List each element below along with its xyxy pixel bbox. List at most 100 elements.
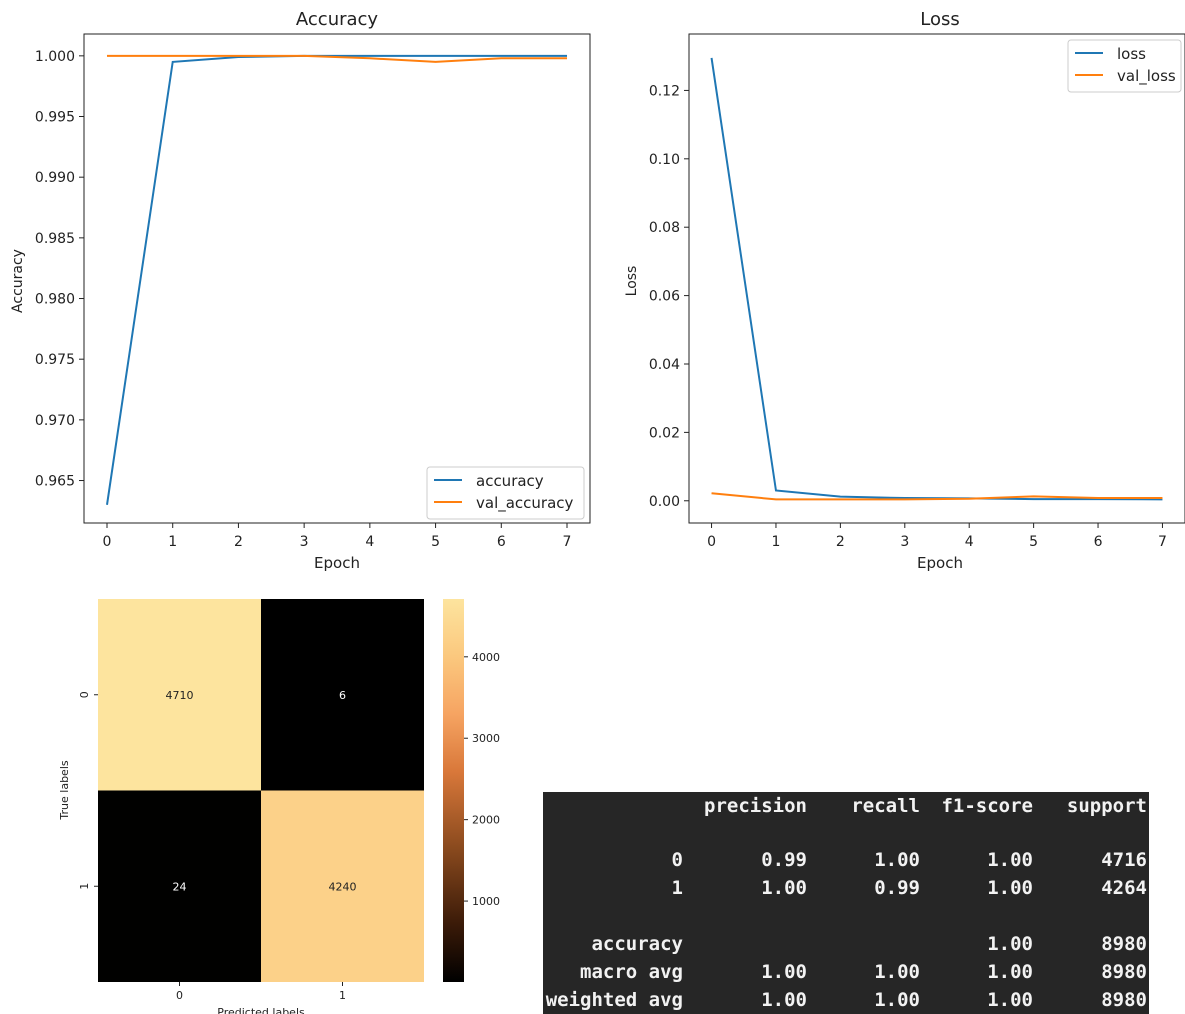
loss-x-tick-label: 5: [1029, 534, 1038, 550]
loss-x-tick-label: 1: [772, 534, 781, 550]
report-value-cell: 1.00: [761, 989, 807, 1011]
accuracy-chart-title: Accuracy: [296, 9, 379, 30]
report-value-cell: 1.00: [987, 877, 1033, 899]
report-value-cell: 8980: [1101, 989, 1147, 1011]
report-row-label: 1: [671, 877, 683, 899]
loss-x-tick-label: 4: [965, 534, 974, 550]
report-header-cell: support: [1066, 795, 1147, 817]
accuracy-legend-label: accuracy: [476, 472, 544, 490]
report-value-cell: 4716: [1101, 849, 1147, 871]
heatmap-y-axis-label: True labels: [58, 760, 71, 820]
loss-x-tick-label: 3: [900, 534, 909, 550]
heatmap-tick-labels: 0 1 0 1: [78, 691, 346, 1002]
loss-y-tick-label: 0.02: [649, 425, 680, 441]
val-loss-series-line: [711, 492, 1163, 501]
confusion-matrix-heatmap: 4710 6 24 4240 0 1 0 1 Predicted labels True l…: [58, 599, 500, 1014]
loss-y-tick-label: 0.00: [649, 494, 680, 510]
acc-x-tick-label: 2: [234, 534, 243, 550]
report-row-label: weighted avg: [545, 989, 683, 1011]
report-row-label: macro avg: [580, 961, 683, 983]
loss-chart-title: Loss: [920, 9, 959, 30]
val-loss-legend-label: val_loss: [1117, 67, 1176, 86]
report-header-cell: f1-score: [941, 795, 1033, 817]
report-value-cell: 1.00: [874, 849, 920, 871]
accuracy-legend-box: [426, 466, 585, 520]
acc-x-tick-label: 1: [168, 534, 177, 550]
heatmap-y-tick-label: 1: [78, 883, 91, 890]
loss-y-tick-label: 0.04: [649, 357, 680, 373]
loss-x-ticks: 0 1 2 3 4 5 6 7: [707, 523, 1167, 550]
loss-series-line: [710, 57, 1163, 501]
report-value-cell: 1.00: [761, 961, 807, 983]
loss-y-tick-label: 0.12: [649, 83, 680, 99]
report-value-cell: 8980: [1101, 961, 1147, 983]
loss-chart: Loss 0.00 0.02 0.04 0.06 0.08 0.10 0.12 0 1 2 3 4 5…: [624, 9, 1185, 572]
acc-y-tick-label: 0.970: [35, 413, 75, 429]
acc-y-tick-label: 0.985: [35, 231, 75, 247]
loss-y-ticks: 0.00 0.02 0.04 0.06 0.08 0.10 0.12: [649, 83, 689, 510]
report-row-label: accuracy: [591, 933, 683, 955]
accuracy-x-ticks: 0 1 2 3 4 5 6 7: [103, 523, 572, 550]
report-value-cell: 1.00: [987, 961, 1033, 983]
acc-x-tick-label: 7: [563, 534, 572, 550]
report-value-cell: 8980: [1101, 933, 1147, 955]
report-value-cell: 0.99: [874, 877, 920, 899]
report-row-label: 0: [671, 849, 683, 871]
report-value-cell: 1.00: [987, 989, 1033, 1011]
report-value-cell: 1.00: [987, 849, 1033, 871]
acc-y-tick-label: 1.000: [35, 49, 75, 65]
report-value-cell: 1.00: [761, 877, 807, 899]
heatmap-cell-value: 24: [173, 880, 187, 893]
report-value-cell: 1.00: [987, 933, 1033, 955]
loss-x-axis-label: Epoch: [917, 554, 963, 572]
classification-report: precision recall f1-score support 0 0.99 1.00 1…: [543, 792, 1149, 1014]
loss-y-tick-label: 0.10: [649, 152, 680, 168]
colorbar-tick-label: 1000: [472, 895, 500, 908]
acc-x-tick-label: 5: [431, 534, 440, 550]
heatmap-cells: 4710 6 24 4240: [98, 599, 424, 982]
val-accuracy-legend-label: val_accuracy: [476, 494, 574, 513]
heatmap-cell: [98, 599, 261, 791]
accuracy-x-axis-label: Epoch: [314, 554, 360, 572]
heatmap-x-axis-label: Predicted labels: [217, 1006, 305, 1014]
loss-plot-frame: [688, 33, 1185, 524]
acc-y-tick-label: 0.980: [35, 292, 75, 308]
accuracy-y-ticks: 0.965 0.970 0.975 0.980 0.985 0.990 0.995 1.000: [35, 49, 84, 490]
acc-x-tick-label: 6: [497, 534, 506, 550]
val-accuracy-series-line: [107, 54, 567, 63]
heatmap-x-tick-label: 0: [176, 989, 183, 1002]
heatmap-y-tick-label: 0: [78, 691, 91, 698]
loss-legend: loss val_loss: [1067, 39, 1182, 93]
loss-y-axis-label: Loss: [624, 266, 640, 297]
loss-series-lines: [710, 57, 1163, 501]
acc-x-tick-label: 3: [300, 534, 309, 550]
accuracy-legend: accuracy val_accuracy: [426, 466, 585, 520]
heatmap-cell: [261, 790, 424, 982]
report-value-cell: 1.00: [874, 989, 920, 1011]
acc-y-tick-label: 0.965: [35, 474, 75, 490]
heatmap-cell-value: 6: [339, 689, 346, 702]
accuracy-series-lines: [106, 54, 568, 505]
accuracy-plot-frame: [83, 33, 591, 524]
colorbar-ticks: 1000 2000 3000 4000: [464, 651, 500, 908]
colorbar-tick-label: 3000: [472, 732, 500, 745]
colorbar-tick-label: 2000: [472, 814, 500, 827]
heatmap-cell-value: 4710: [166, 689, 194, 702]
report-header-cell: precision: [704, 795, 807, 817]
loss-x-tick-label: 6: [1094, 534, 1103, 550]
acc-x-tick-label: 4: [365, 534, 374, 550]
acc-y-tick-label: 0.975: [35, 352, 75, 368]
heatmap-cell: [261, 599, 424, 791]
acc-y-tick-label: 0.990: [35, 170, 75, 186]
accuracy-chart: Accuracy 0.965 0.970 0.975 0.980 0.985 0.990 0…: [10, 9, 591, 572]
heatmap-x-tick-label: 1: [339, 989, 346, 1002]
loss-x-tick-label: 0: [707, 534, 716, 550]
report-value-cell: 0.99: [761, 849, 807, 871]
loss-x-tick-label: 7: [1158, 534, 1167, 550]
heatmap-cell: [98, 790, 261, 982]
accuracy-series-line: [106, 54, 567, 505]
acc-x-tick-label: 0: [103, 534, 112, 550]
accuracy-y-axis-label: Accuracy: [10, 249, 26, 313]
loss-y-tick-label: 0.06: [649, 289, 680, 305]
